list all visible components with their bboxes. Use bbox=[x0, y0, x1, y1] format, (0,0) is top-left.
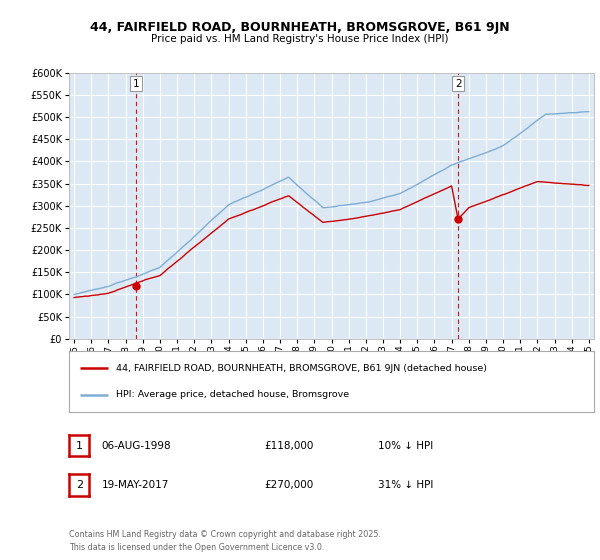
Text: 06-AUG-1998: 06-AUG-1998 bbox=[101, 441, 171, 451]
Text: 44, FAIRFIELD ROAD, BOURNHEATH, BROMSGROVE, B61 9JN (detached house): 44, FAIRFIELD ROAD, BOURNHEATH, BROMSGRO… bbox=[116, 363, 487, 372]
Text: 31% ↓ HPI: 31% ↓ HPI bbox=[378, 480, 433, 490]
Text: HPI: Average price, detached house, Bromsgrove: HPI: Average price, detached house, Brom… bbox=[116, 390, 349, 399]
Text: 10% ↓ HPI: 10% ↓ HPI bbox=[378, 441, 433, 451]
Text: £270,000: £270,000 bbox=[264, 480, 313, 490]
Text: 44, FAIRFIELD ROAD, BOURNHEATH, BROMSGROVE, B61 9JN: 44, FAIRFIELD ROAD, BOURNHEATH, BROMSGRO… bbox=[90, 21, 510, 34]
Text: £118,000: £118,000 bbox=[264, 441, 313, 451]
Text: 1: 1 bbox=[76, 441, 83, 451]
Text: Contains HM Land Registry data © Crown copyright and database right 2025.
This d: Contains HM Land Registry data © Crown c… bbox=[69, 530, 381, 552]
Text: 2: 2 bbox=[76, 480, 83, 490]
Text: 19-MAY-2017: 19-MAY-2017 bbox=[101, 480, 169, 490]
Text: 1: 1 bbox=[133, 79, 139, 89]
Text: Price paid vs. HM Land Registry's House Price Index (HPI): Price paid vs. HM Land Registry's House … bbox=[151, 34, 449, 44]
Text: 2: 2 bbox=[455, 79, 461, 89]
